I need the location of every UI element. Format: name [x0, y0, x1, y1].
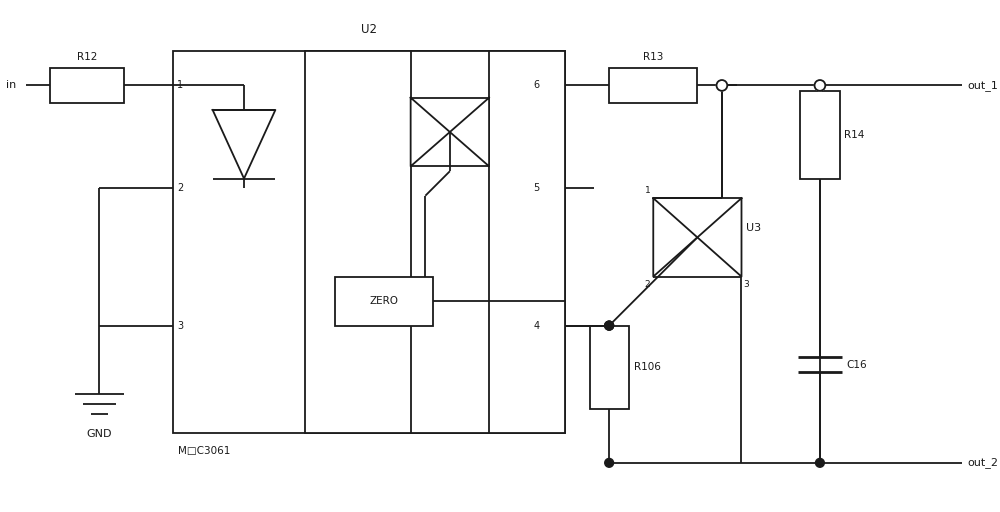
Bar: [173, 51, 565, 434]
Circle shape: [605, 321, 614, 330]
Circle shape: [605, 321, 614, 330]
Bar: [335, 276, 433, 326]
Text: 3: 3: [743, 280, 749, 289]
Circle shape: [815, 80, 825, 91]
Circle shape: [816, 458, 824, 467]
Text: C16: C16: [847, 360, 867, 370]
Text: R106: R106: [634, 362, 661, 372]
Text: 1: 1: [177, 80, 183, 91]
Circle shape: [716, 80, 727, 91]
Text: 1: 1: [645, 186, 650, 195]
Text: 4: 4: [534, 321, 540, 331]
Text: 2: 2: [645, 280, 650, 289]
Circle shape: [605, 321, 614, 330]
Bar: [800, 91, 840, 179]
Text: M□C3061: M□C3061: [178, 446, 230, 456]
Bar: [305, 51, 565, 434]
Text: U3: U3: [746, 223, 762, 232]
Text: 5: 5: [534, 183, 540, 194]
Text: 2: 2: [177, 183, 183, 194]
Text: R12: R12: [77, 52, 97, 61]
Text: ZERO: ZERO: [369, 296, 398, 306]
Text: 3: 3: [177, 321, 183, 331]
Text: 6: 6: [534, 80, 540, 91]
Text: R14: R14: [844, 130, 865, 140]
Bar: [590, 326, 629, 409]
Text: U2: U2: [361, 23, 377, 36]
Text: R13: R13: [643, 52, 663, 61]
Text: GND: GND: [87, 429, 112, 438]
Circle shape: [605, 458, 614, 467]
Bar: [609, 68, 697, 102]
Text: out_2: out_2: [967, 457, 998, 468]
Bar: [50, 68, 124, 102]
Text: in: in: [6, 80, 17, 91]
Text: out_1: out_1: [967, 80, 998, 91]
